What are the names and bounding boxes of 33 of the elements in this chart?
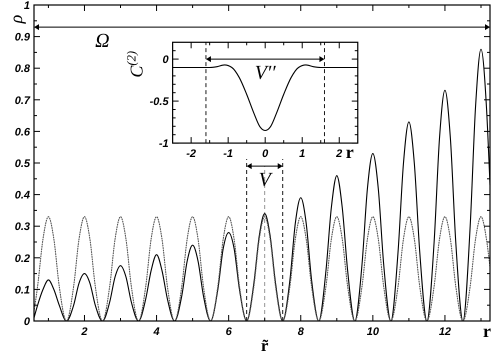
y-tick-label: 0.9 — [14, 32, 31, 44]
x-tick-label: 2 — [335, 148, 342, 160]
ref-line-label: r̃ — [260, 336, 269, 354]
x-tick-label: 0 — [262, 148, 270, 160]
y-tick-label: 1 — [24, 0, 30, 12]
annotation: Ω — [95, 30, 110, 52]
x-tick-label: -2 — [186, 148, 196, 160]
y-tick-label: 0.1 — [14, 284, 30, 296]
y-tick-label: 0.8 — [14, 63, 31, 76]
x-tick-label: 1 — [299, 148, 306, 160]
y-tick-label: 0.4 — [14, 190, 30, 202]
y-tick-label: -0.5 — [150, 96, 170, 108]
y-axis-title: ρ — [6, 14, 26, 24]
annotation: V′′ — [254, 62, 276, 84]
y-tick-label: 0.7 — [14, 94, 31, 107]
x-tick-label: 4 — [152, 326, 160, 338]
x-tick-label: 2 — [80, 326, 88, 338]
y-tick-label: 0.2 — [14, 252, 30, 265]
y-tick-label: 0.6 — [14, 126, 31, 138]
x-tick-label: 6 — [226, 326, 233, 338]
x-tick-label: 8 — [298, 326, 305, 338]
annotation: V — [258, 169, 274, 192]
y-tick-label: -1 — [158, 138, 169, 150]
y-tick-label: 0 — [162, 54, 170, 66]
y-tick-label: 0 — [24, 316, 31, 328]
x-tick-label: 10 — [366, 326, 380, 338]
x-axis-title: r — [483, 321, 491, 341]
y-tick-label: 0.5 — [14, 158, 31, 170]
y-tick-label: 0.3 — [14, 221, 30, 234]
line-series — [33, 216, 491, 322]
x-tick-label: 12 — [438, 326, 452, 338]
x-tick-label: -1 — [223, 148, 234, 160]
x-axis-title: r — [346, 142, 354, 162]
